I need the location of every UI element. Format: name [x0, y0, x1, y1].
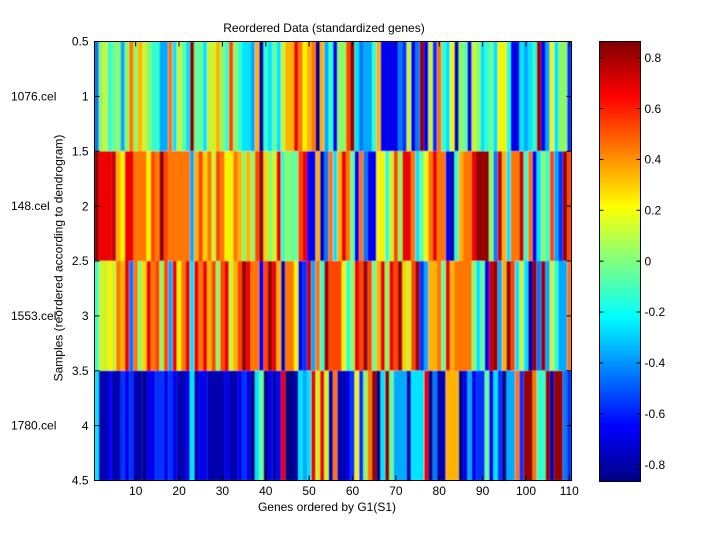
- svg-text:80: 80: [433, 484, 447, 498]
- svg-text:-0.6: -0.6: [645, 407, 666, 421]
- svg-text:Samples (reordered according t: Samples (reordered according to dendrogr…: [52, 135, 66, 382]
- svg-text:1076.cel: 1076.cel: [11, 89, 56, 103]
- svg-text:70: 70: [389, 484, 403, 498]
- svg-text:100: 100: [516, 484, 536, 498]
- svg-text:4: 4: [82, 419, 89, 433]
- svg-text:Reordered Data (standardized g: Reordered Data (standardized genes): [223, 21, 424, 35]
- svg-text:0.5: 0.5: [72, 35, 89, 49]
- svg-text:2.5: 2.5: [72, 254, 89, 268]
- svg-text:1780.cel: 1780.cel: [11, 419, 56, 433]
- svg-text:-0.2: -0.2: [645, 305, 666, 319]
- svg-text:1: 1: [82, 90, 89, 104]
- svg-text:4.5: 4.5: [72, 474, 89, 488]
- svg-text:0: 0: [645, 254, 652, 268]
- svg-text:3: 3: [82, 309, 89, 323]
- svg-text:1.5: 1.5: [72, 144, 89, 158]
- svg-text:148.cel: 148.cel: [11, 199, 50, 213]
- svg-text:-0.8: -0.8: [645, 458, 666, 472]
- svg-text:0.8: 0.8: [645, 51, 662, 65]
- svg-text:Genes ordered by G1(S1): Genes ordered by G1(S1): [258, 500, 396, 514]
- svg-text:2: 2: [82, 199, 89, 213]
- svg-text:40: 40: [259, 484, 273, 498]
- svg-text:60: 60: [346, 484, 360, 498]
- svg-text:50: 50: [302, 484, 316, 498]
- svg-text:10: 10: [129, 484, 143, 498]
- svg-text:-0.4: -0.4: [645, 356, 666, 370]
- svg-text:3.5: 3.5: [72, 364, 89, 378]
- svg-text:0.2: 0.2: [645, 204, 662, 218]
- svg-text:20: 20: [172, 484, 186, 498]
- svg-text:110: 110: [560, 484, 579, 498]
- svg-text:0.6: 0.6: [645, 102, 662, 116]
- svg-text:90: 90: [476, 484, 490, 498]
- svg-text:0.4: 0.4: [645, 153, 662, 167]
- svg-text:30: 30: [216, 484, 230, 498]
- svg-text:1553.cel: 1553.cel: [11, 309, 56, 323]
